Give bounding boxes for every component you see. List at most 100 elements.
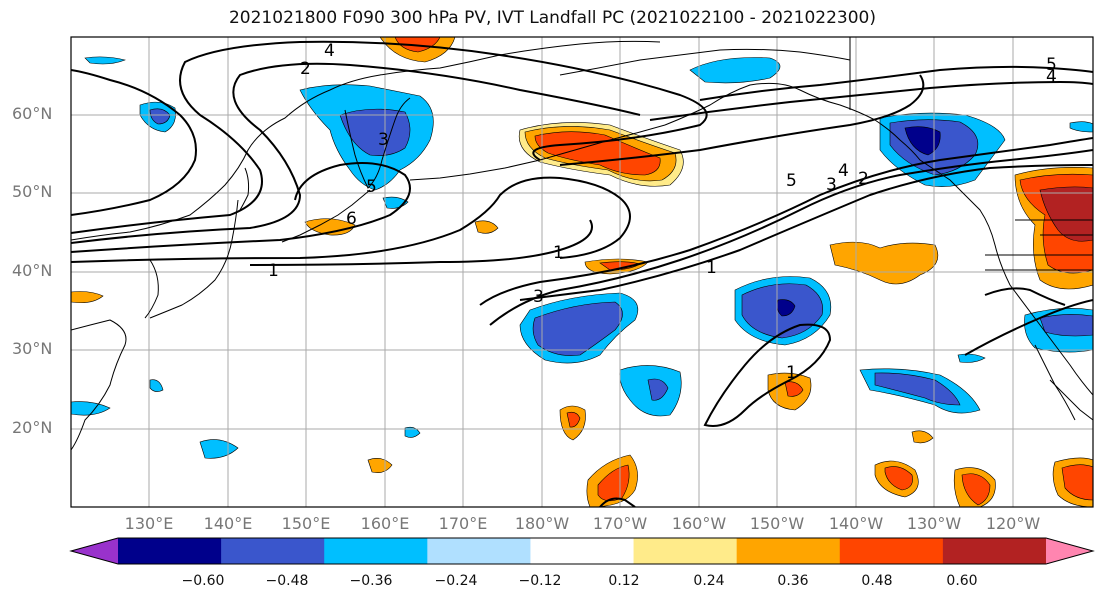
colorbar-tick-label: 0.36	[777, 573, 809, 589]
coast-alaska	[664, 82, 1093, 396]
anomaly-pos-npac-core	[534, 131, 661, 176]
anomaly-pos-9	[71, 291, 104, 304]
contour-label: 5	[1046, 55, 1057, 75]
coast-mexico	[1049, 379, 1093, 421]
contour-label: 4	[324, 41, 335, 61]
contour-o	[71, 69, 197, 216]
contour-b	[71, 62, 641, 244]
contour-label: 2	[300, 59, 311, 79]
contour-label: 1	[268, 261, 279, 281]
colorbar-segment	[118, 538, 222, 564]
lon-label: 140°W	[828, 514, 884, 533]
lat-label-20n: 20°N	[12, 418, 53, 437]
lat-label-50n: 50°N	[12, 182, 53, 201]
colorbar-extend-high	[1046, 538, 1093, 564]
anomaly-neg-alaska	[689, 57, 781, 84]
contour-label: 4	[838, 161, 849, 181]
contour-n	[984, 287, 1066, 306]
colorbar-tick-label: −0.48	[265, 573, 309, 589]
contour-label: 1	[786, 363, 797, 383]
contour-label: 3	[826, 175, 837, 195]
coast-alaska-north	[559, 48, 851, 76]
contour-j	[649, 80, 1093, 121]
colorbar-tick-label: −0.12	[518, 573, 562, 589]
anomaly-neg-6	[149, 379, 164, 392]
colorbar-segment	[736, 538, 841, 564]
coast-korea	[144, 259, 159, 319]
contour-l	[703, 323, 832, 427]
colorbar-tick-label: −0.24	[434, 573, 478, 589]
colorbar-tick-label: 0.60	[946, 573, 978, 589]
coastlines	[71, 37, 1093, 451]
anomaly-neg-esub-core	[874, 372, 961, 406]
contour-label: 6	[346, 209, 357, 229]
anomaly-neg-subtrop-core	[532, 301, 623, 356]
contour-e	[249, 219, 593, 266]
anomaly-neg-corner	[84, 56, 126, 65]
colorbar-tick-label: 0.24	[693, 573, 725, 589]
lon-label: 160°E	[360, 514, 410, 533]
lat-label-30n: 30°N	[12, 339, 53, 358]
lon-label: 150°E	[281, 514, 331, 533]
colorbar-outline	[69, 537, 1095, 565]
anomaly-pos-6-core	[1061, 464, 1093, 501]
colorbar-tick-label: −0.36	[349, 573, 393, 589]
anomaly-neg-kamchatka-core	[339, 108, 411, 156]
lon-label: 170°E	[438, 514, 488, 533]
anomaly-pos-3-core	[597, 464, 630, 502]
anomaly-neg-2	[71, 401, 111, 416]
contour-label: 5	[366, 177, 377, 197]
coast-kuril	[281, 189, 371, 243]
contour-k	[559, 74, 925, 166]
anomaly-pos-4-core	[884, 466, 913, 491]
contour-i	[699, 65, 1093, 101]
contour-f	[489, 149, 1093, 326]
contour-label: 1	[706, 258, 717, 278]
pv-contours	[71, 40, 1093, 507]
lat-label-40n: 40°N	[12, 261, 53, 280]
contour-h	[519, 164, 1093, 301]
contour-a	[71, 40, 708, 234]
contour-p	[599, 497, 636, 507]
anomaly-pos-east-core	[1039, 186, 1093, 242]
contour-c	[71, 162, 411, 253]
colorbar-segment	[530, 538, 635, 564]
anomaly-pos-1-core	[784, 381, 804, 397]
colorbar-segment	[427, 538, 531, 564]
contour-label: 1	[553, 243, 564, 263]
colorbar-extend-low	[71, 538, 118, 564]
lon-label: 120°W	[985, 514, 1041, 533]
colorbar-segment	[324, 538, 428, 564]
anomaly-neg-pnw-core	[904, 126, 941, 156]
lon-label: 130°W	[906, 514, 962, 533]
lon-label: 150°W	[749, 514, 805, 533]
anomaly-pos-10	[367, 458, 393, 473]
anomaly-pos-2-core	[566, 411, 581, 428]
lat-label-60n: 60°N	[12, 104, 53, 123]
anomaly-pos-midpac	[829, 241, 939, 285]
shaded-anomalies	[71, 37, 1093, 507]
colorbar-tick-label: −0.60	[181, 573, 225, 589]
colorbar-tick-label: 0.48	[861, 573, 893, 589]
lon-label: 170°W	[592, 514, 648, 533]
lon-label: 140°E	[203, 514, 253, 533]
lon-label: 130°E	[124, 514, 174, 533]
contour-g	[479, 137, 1093, 306]
map-title: 2021021800 F090 300 hPa PV, IVT Landfall…	[228, 8, 876, 28]
lon-label: 160°W	[671, 514, 727, 533]
border-states	[985, 219, 1093, 271]
contour-label: 4	[1046, 67, 1057, 87]
coast-asia	[71, 40, 661, 241]
contour-m	[964, 299, 1093, 356]
contour-label: 3	[378, 130, 389, 150]
lon-label: 180°W	[514, 514, 570, 533]
anomaly-pos-11	[911, 430, 934, 444]
colorbar-tick-label: 0.12	[608, 573, 640, 589]
anomaly-neg-3-core	[1039, 314, 1093, 337]
plot-frame	[70, 36, 1094, 508]
coast-china	[71, 319, 127, 451]
contour-label: 2	[858, 169, 869, 189]
coast-kamchatka	[344, 97, 411, 189]
gridlines	[71, 37, 1093, 507]
